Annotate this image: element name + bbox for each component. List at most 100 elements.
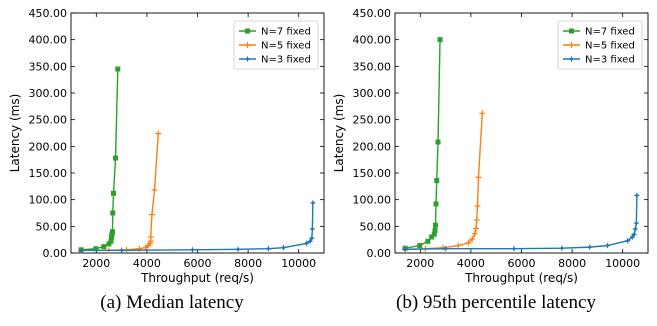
x-tick-label: 6000 [184, 257, 212, 270]
x-tick-label: 6000 [508, 257, 536, 270]
data-point [77, 247, 85, 254]
data-point [151, 187, 158, 194]
data-point [308, 234, 316, 242]
data-point [115, 66, 121, 72]
data-point [586, 243, 594, 251]
data-point [510, 245, 518, 252]
x-tick-label: 8000 [234, 257, 262, 270]
data-point [110, 210, 116, 216]
data-point [101, 244, 107, 250]
y-tick-label: 350.00 [29, 60, 68, 73]
data-point [280, 244, 287, 251]
legend: N=7 fixed N=5 fixed N=3 fixed [233, 20, 319, 70]
legend-label: N=7 fixed [585, 27, 635, 38]
y-tick-label: 450.00 [353, 7, 392, 20]
data-point [630, 231, 638, 238]
y-tick-label: 250.00 [29, 114, 68, 127]
data-point [93, 246, 99, 252]
series-line [81, 68, 119, 251]
legend-label: N=3 fixed [585, 55, 635, 66]
data-point [479, 110, 486, 117]
data-point [474, 203, 481, 210]
data-point [432, 228, 438, 234]
data-point [433, 201, 439, 207]
data-point [234, 246, 242, 253]
series-line [81, 133, 159, 252]
legend-marker [568, 42, 575, 48]
y-tick-label: 450.00 [29, 7, 68, 20]
y-tick-label: 50.00 [36, 220, 68, 233]
legend-marker [568, 55, 575, 63]
data-point [624, 237, 631, 244]
series-n-3-fixed [401, 192, 641, 253]
data-point [148, 211, 155, 218]
x-axis-label: Throughput (req/s) [464, 271, 578, 285]
y-tick-label: 0.00 [43, 247, 68, 260]
series-n-5-fixed [402, 110, 486, 253]
series-line [405, 113, 483, 250]
data-point [306, 238, 314, 245]
data-point [108, 234, 114, 240]
data-point [633, 219, 640, 227]
data-point [437, 37, 443, 43]
data-point [455, 242, 462, 249]
y-tick-label: 250.00 [353, 114, 392, 127]
x-tick-label: 2000 [406, 257, 434, 270]
data-point [111, 190, 117, 196]
x-axis-label: Throughput (req/s) [140, 271, 254, 285]
x-tick-label: 10000 [605, 257, 640, 270]
data-point [189, 246, 196, 253]
y-tick-label: 300.00 [353, 87, 392, 100]
data-point [108, 238, 114, 244]
data-point [629, 233, 636, 241]
y-tick-label: 400.00 [353, 34, 392, 47]
chart-panel-1: 0.00 50.00 100.00 150.00 200.00 250.00 300.00 3… [8, 7, 325, 285]
data-point [401, 246, 409, 253]
legend-label: N=3 fixed [261, 55, 311, 66]
x-tick-label: 8000 [558, 257, 586, 270]
data-point [431, 231, 437, 237]
legend: N=7 fixed N=5 fixed N=3 fixed [557, 20, 643, 70]
x-tick-label: 4000 [457, 257, 485, 270]
data-point [465, 239, 472, 246]
legend-marker [244, 42, 251, 48]
y-axis-label: Latency (ms) [332, 94, 346, 173]
data-point [473, 216, 480, 223]
data-point [309, 199, 317, 207]
data-point [558, 245, 566, 252]
x-tick-label: 4000 [133, 257, 161, 270]
y-axis-label: Latency (ms) [8, 94, 22, 173]
y-tick-label: 350.00 [353, 60, 392, 73]
series-line [405, 195, 638, 250]
y-tick-label: 50.00 [360, 220, 392, 233]
data-point [475, 174, 482, 181]
data-point [633, 192, 641, 199]
y-tick-label: 300.00 [29, 87, 68, 100]
legend-marker [244, 55, 251, 63]
data-point [118, 247, 125, 254]
data-point [469, 236, 476, 243]
data-point [109, 231, 115, 237]
data-point [425, 238, 431, 244]
y-tick-label: 100.00 [29, 194, 68, 207]
data-point [155, 130, 162, 137]
series-line [404, 39, 441, 249]
series-n-7-fixed [402, 37, 443, 251]
data-point [106, 241, 112, 247]
y-tick-label: 150.00 [353, 167, 392, 180]
y-tick-label: 200.00 [29, 140, 68, 153]
legend-label: N=7 fixed [261, 27, 311, 38]
series-n-3-fixed [77, 199, 317, 254]
data-point [265, 245, 272, 252]
y-tick-label: 150.00 [29, 167, 68, 180]
data-point [113, 155, 119, 161]
data-point [442, 245, 449, 252]
data-point [432, 222, 438, 228]
series-line [81, 202, 314, 252]
series-n-7-fixed [78, 66, 121, 253]
data-point [632, 225, 639, 233]
x-tick-label: 10000 [281, 257, 316, 270]
x-tick-label: 2000 [82, 257, 110, 270]
y-tick-label: 100.00 [353, 194, 392, 207]
